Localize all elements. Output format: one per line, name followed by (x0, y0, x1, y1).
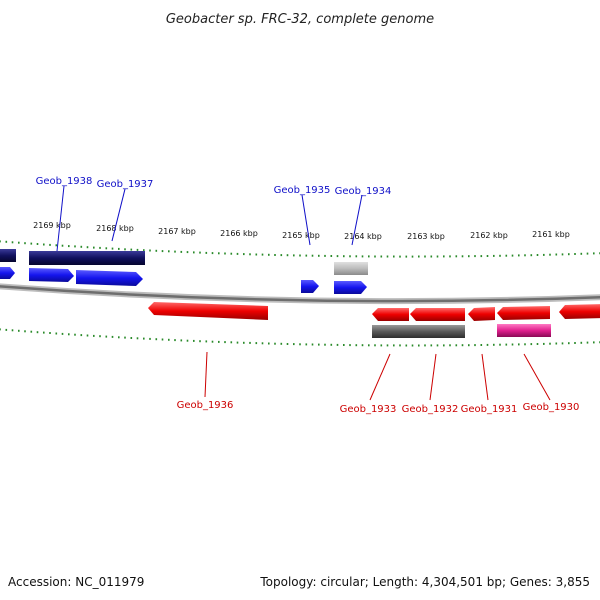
gene-bar-geob-1938[interactable] (29, 251, 145, 265)
leader-lines (56, 185, 551, 401)
gene-arrow-geob-1933[interactable] (372, 308, 409, 321)
scale-label: 2163 kbp (407, 232, 445, 241)
leader-line-geob-1934 (351, 194, 363, 246)
gene-label-geob-1937[interactable]: Geob_1937 (97, 179, 154, 190)
forward-genes (0, 249, 368, 294)
accession-text: Accession: NC_011979 (8, 575, 144, 589)
gene-arrow-geob-1938[interactable] (29, 268, 74, 282)
scale-labels: 2169 kbp 2168 kbp 2167 kbp 2166 kbp 2165… (33, 221, 570, 241)
genome-backbone-core (0, 285, 600, 303)
scale-label: 2167 kbp (158, 227, 196, 236)
gene-bar-geob-1930[interactable] (497, 324, 551, 337)
gene-bar-geob-1934[interactable] (334, 262, 368, 275)
gene-label-geob-1932[interactable]: Geob_1932 (402, 404, 459, 415)
scale-label: 2165 kbp (282, 231, 320, 240)
gene-arrow-geob-1932[interactable] (410, 308, 465, 321)
leader-line-geob-1930 (523, 353, 551, 401)
gene-arrow-offscreen-right[interactable] (559, 304, 600, 319)
scale-label: 2169 kbp (33, 221, 71, 230)
gene-label-geob-1938[interactable]: Geob_1938 (36, 176, 93, 187)
gene-arrow-geob-1930[interactable] (497, 306, 550, 320)
gene-label-geob-1935[interactable]: Geob_1935 (274, 185, 331, 196)
gene-arrow-geob-1931[interactable] (468, 307, 495, 321)
leader-line-geob-1937 (111, 188, 126, 242)
scale-ticks-lower (0, 328, 600, 347)
gene-label-geob-1933[interactable]: Geob_1933 (340, 404, 397, 415)
gene-arrow-geob-1934[interactable] (334, 281, 367, 294)
gene-bar-offscreen-left[interactable] (0, 249, 16, 262)
gene-bar-geob-1933[interactable] (372, 325, 465, 338)
gene-label-geob-1931[interactable]: Geob_1931 (461, 404, 518, 415)
gene-label-geob-1930[interactable]: Geob_1930 (523, 402, 580, 413)
gene-label-geob-1936[interactable]: Geob_1936 (177, 400, 234, 411)
topology-text: Topology: circular; Length: 4,304,501 bp… (259, 575, 590, 589)
gene-arrow-offscreen-left[interactable] (0, 267, 15, 279)
leader-line-geob-1931 (481, 353, 489, 401)
scale-ticks-upper (0, 240, 600, 258)
leader-line-geob-1938 (56, 185, 65, 252)
gene-arrow-geob-1937[interactable] (76, 270, 143, 286)
scale-label: 2161 kbp (532, 230, 570, 239)
scale-label: 2166 kbp (220, 229, 258, 238)
gene-arrow-geob-1936[interactable] (148, 302, 268, 320)
scale-label: 2164 kbp (344, 232, 382, 241)
map-title: Geobacter sp. FRC-32, complete genome (166, 12, 434, 27)
gene-label-geob-1934[interactable]: Geob_1934 (335, 186, 392, 197)
leader-line-geob-1932 (429, 353, 437, 401)
gene-labels: Geob_1938 Geob_1937 Geob_1935 Geob_1934 … (36, 176, 580, 415)
gene-arrow-geob-1935[interactable] (301, 280, 319, 293)
leader-line-geob-1936 (204, 351, 208, 398)
leader-line-geob-1935 (301, 194, 311, 246)
scale-label: 2162 kbp (470, 231, 508, 240)
reverse-genes (148, 302, 600, 338)
leader-line-geob-1933 (369, 353, 391, 401)
